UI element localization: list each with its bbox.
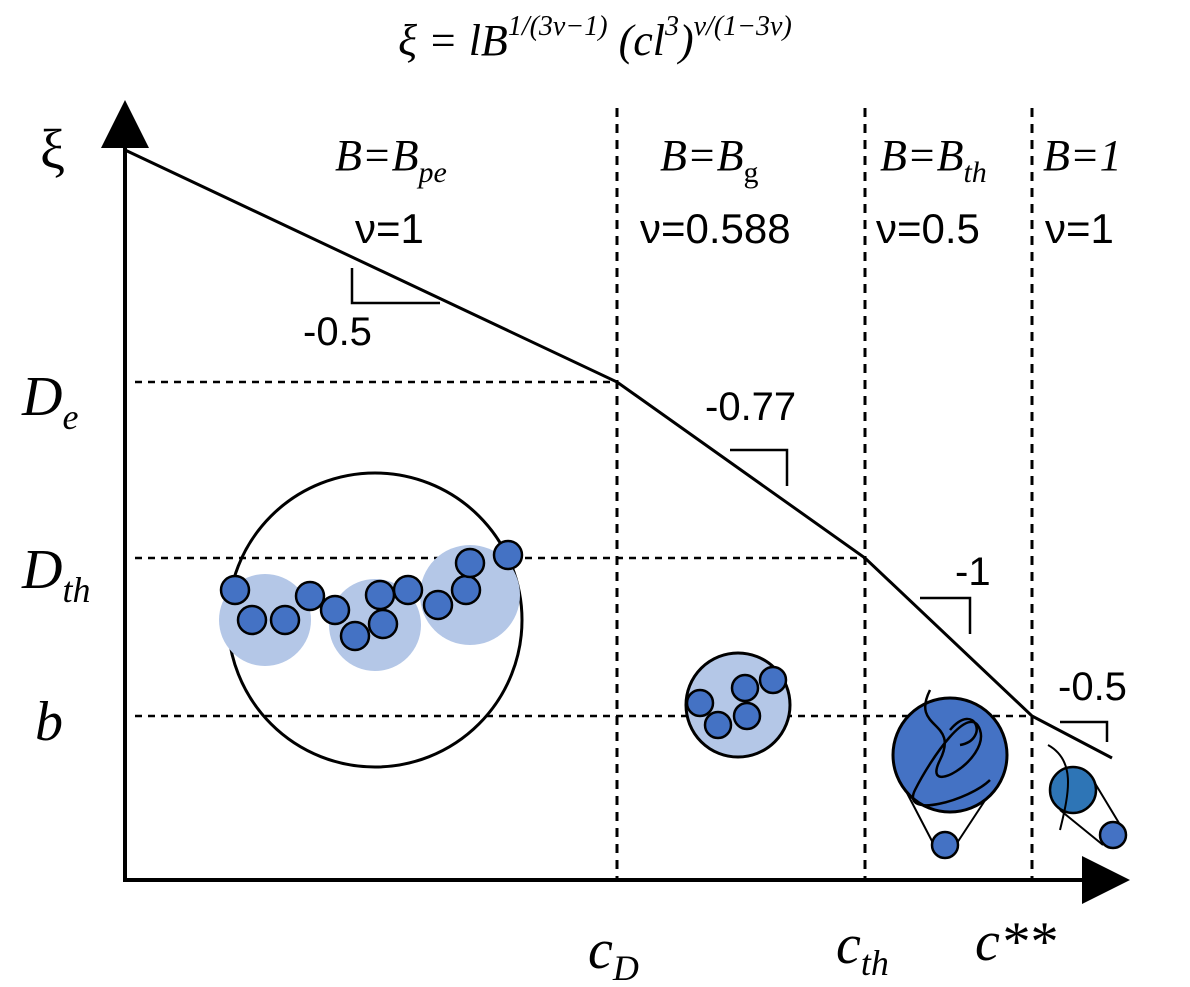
label-part: c (588, 919, 613, 981)
label-part: B=B (660, 131, 743, 180)
label-part: B=B (880, 131, 963, 180)
title-sup: 3 (664, 11, 679, 42)
diagram: ξ = lB1/(3ν−1) (cl3)ν/(1−3ν) ξ De Dth b … (0, 0, 1190, 987)
title-part: (cl (608, 16, 665, 65)
y-level-label: De (21, 366, 78, 437)
region-nu: ν=0.588 (640, 205, 791, 252)
thermal-blob (893, 690, 1007, 858)
region-b: B=1 (1043, 131, 1122, 180)
region-b: B=Bpe (335, 131, 447, 189)
region-b: B=Bg (660, 131, 758, 189)
title-sup: 1/(3ν−1) (508, 11, 608, 42)
label-part: c (836, 914, 861, 976)
polyelectrolyte-chain (219, 473, 522, 767)
region-nu: ν=1 (355, 205, 424, 252)
label-part: D (612, 948, 639, 987)
label-part: pe (416, 156, 446, 189)
label-part: B=B (335, 131, 418, 180)
x-mark-label: cth (836, 914, 889, 983)
x-mark-label: c** (975, 911, 1056, 973)
label-part: e (62, 397, 78, 437)
label-part: th (62, 570, 90, 610)
region-nu: ν=1 (1045, 205, 1114, 252)
label-part: th (861, 943, 889, 983)
slope-label: -0.5 (1058, 665, 1127, 709)
blob-chain (686, 653, 790, 757)
label-part: D (21, 366, 62, 428)
region-b: B=Bth (880, 131, 987, 189)
x-mark-label: cD (588, 919, 639, 987)
label-part: th (963, 156, 986, 189)
y-level-label: b (35, 691, 63, 753)
slope-label: -0.5 (303, 310, 372, 354)
slope-label: -1 (955, 550, 991, 594)
label-part: D (21, 539, 62, 601)
y-level-label: Dth (21, 539, 90, 610)
concentrated-blob (1048, 745, 1126, 848)
title-sup: ν/(1−3ν) (694, 11, 792, 42)
slope-label: -0.77 (705, 385, 796, 429)
title-part: ) (676, 16, 694, 65)
label-part: g (743, 156, 758, 189)
title: ξ = lB1/(3ν−1) (cl3)ν/(1−3ν) (398, 11, 792, 65)
region-nu: ν=0.5 (876, 205, 980, 252)
title-part: ξ = lB (398, 16, 508, 65)
y-axis-label: ξ (40, 119, 65, 181)
